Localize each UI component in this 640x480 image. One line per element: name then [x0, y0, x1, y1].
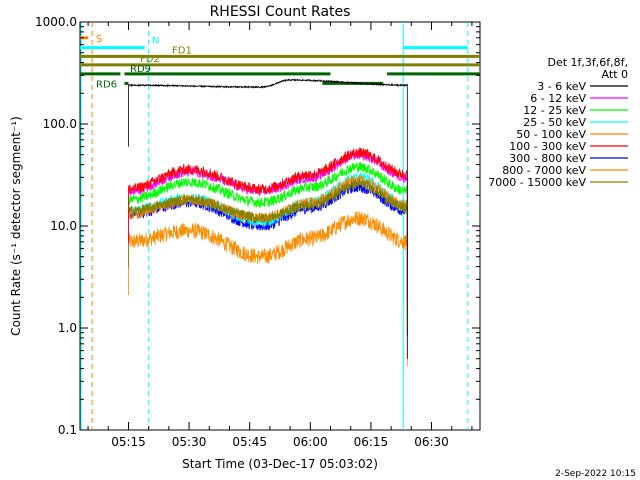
flag-label: RD6: [96, 79, 117, 90]
x-tick-label: 06:30: [414, 435, 449, 449]
y-tick-label: 0.1: [58, 423, 77, 437]
legend-label: 800 - 7000 keV: [502, 164, 586, 177]
flag-label: FD2: [140, 54, 160, 65]
y-tick-label: 1.0: [58, 321, 77, 335]
chart-title: RHESSI Count Rates: [210, 4, 351, 20]
legend-label: 25 - 50 keV: [523, 116, 586, 129]
footer-date: 2-Sep-2022 10:15: [555, 469, 636, 479]
series-lines: [128, 78, 408, 367]
y-axis-label: Count Rate (s⁻¹ detector segment⁻¹): [9, 116, 23, 336]
legend-label: 50 - 100 keV: [516, 128, 586, 141]
flag-label: FD1: [172, 45, 192, 56]
legend-subtitle: Att 0: [602, 68, 628, 81]
y-tick-label: 10.0: [50, 219, 77, 233]
series-line: [128, 78, 408, 359]
series-line: [128, 211, 408, 367]
x-tick-label: 05:30: [172, 435, 207, 449]
y-tick-label: 1000.0: [35, 15, 77, 29]
legend-label: 7000 - 15000 keV: [488, 176, 586, 189]
x-axis-label: Start Time (03-Dec-17 05:03:02): [182, 457, 378, 471]
legend-label: 3 - 6 keV: [537, 80, 586, 93]
legend-label: 300 - 800 keV: [509, 152, 586, 165]
legend-label: 12 - 25 keV: [523, 104, 586, 117]
legend-label: 100 - 300 keV: [509, 140, 586, 153]
series-line: [128, 178, 408, 333]
flag-bars: S N FD1 FD2 RD6 RD9: [80, 34, 480, 90]
flag-label: RD9: [130, 64, 151, 75]
flag-label: S: [96, 34, 102, 45]
flag-label: N: [152, 36, 159, 47]
x-tick-label: 06:00: [293, 435, 328, 449]
x-axis-ticks: 05:15 05:30 05:45 06:00 06:15 06:30: [87, 22, 473, 449]
legend-title: Det 1f,3f,6f,8f,: [547, 56, 628, 69]
y-axis-ticks: 1000.0 100.0 10.0 1.0 0.1: [35, 15, 480, 437]
x-tick-label: 05:45: [232, 435, 267, 449]
series-line: [128, 147, 408, 300]
series-line: [128, 162, 408, 316]
x-tick-label: 05:15: [111, 435, 146, 449]
x-tick-label: 06:15: [354, 435, 389, 449]
y-tick-label: 100.0: [43, 117, 77, 131]
legend-label: 6 - 12 keV: [530, 92, 586, 105]
